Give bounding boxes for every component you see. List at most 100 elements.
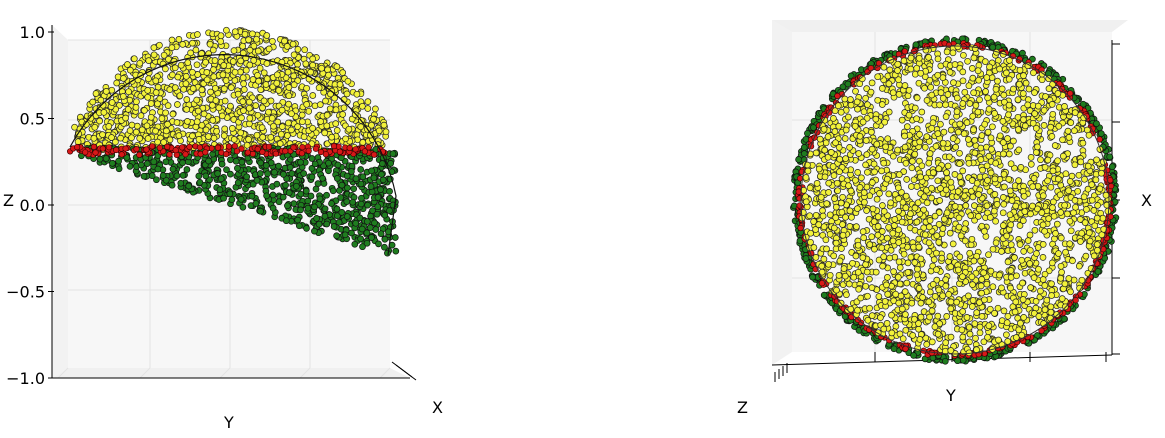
point-interior	[958, 326, 966, 334]
point-outer-edge	[820, 291, 828, 299]
point-lower-band	[303, 225, 310, 232]
point-interior	[1051, 235, 1058, 243]
point-interior	[900, 57, 908, 65]
point-upper-cap	[253, 35, 260, 43]
point-upper-cap	[246, 61, 254, 69]
point-interior	[1085, 131, 1093, 139]
point-interior	[977, 282, 985, 290]
point-boundary	[282, 148, 289, 155]
point-interior	[956, 160, 963, 167]
point-upper-cap	[359, 139, 367, 146]
point-lower-band	[352, 175, 360, 182]
point-boundary	[172, 147, 179, 154]
point-upper-cap	[339, 69, 347, 76]
top-wall-pane	[772, 20, 1128, 32]
point-interior	[1032, 149, 1040, 156]
point-upper-cap	[249, 76, 257, 83]
point-boundary	[202, 149, 209, 156]
point-boundary	[179, 144, 186, 151]
point-interior	[1081, 175, 1088, 183]
z-tick-label: 0.0	[20, 196, 45, 215]
point-interior	[965, 292, 972, 300]
point-interior	[946, 253, 954, 260]
point-interior	[973, 309, 981, 316]
point-interior	[921, 193, 928, 201]
point-lower-band	[386, 188, 393, 195]
point-lower-band	[279, 193, 287, 201]
point-lower-band	[312, 185, 320, 193]
point-interior	[916, 336, 924, 343]
point-lower-band	[381, 235, 389, 243]
point-interior	[928, 307, 936, 315]
point-upper-cap	[237, 129, 245, 137]
point-upper-cap	[217, 32, 225, 40]
point-interior	[908, 183, 915, 190]
point-lower-band	[263, 192, 270, 200]
point-upper-cap	[260, 97, 268, 105]
point-lower-band	[378, 171, 385, 178]
point-upper-cap	[144, 135, 152, 142]
point-interior	[837, 199, 845, 207]
point-lower-band	[237, 195, 245, 203]
point-lower-band	[387, 160, 395, 167]
point-upper-cap	[239, 98, 247, 105]
point-interior	[984, 333, 991, 341]
point-interior	[859, 228, 867, 235]
point-interior	[921, 143, 929, 151]
point-lower-band	[297, 206, 304, 214]
side-wall-pane	[772, 20, 792, 365]
point-interior	[1104, 207, 1112, 215]
point-lower-band	[391, 234, 399, 241]
point-interior	[931, 293, 939, 300]
point-upper-cap	[184, 118, 191, 125]
point-upper-cap	[243, 141, 251, 149]
point-lower-band	[143, 160, 151, 167]
point-upper-cap	[245, 104, 253, 112]
point-upper-cap	[193, 96, 201, 104]
point-outer-edge	[804, 130, 811, 137]
point-interior	[915, 243, 923, 251]
point-lower-band	[177, 179, 185, 187]
point-boundary	[336, 148, 344, 155]
point-interior	[901, 143, 909, 151]
point-upper-cap	[203, 76, 211, 84]
point-interior	[934, 177, 942, 185]
point-lower-band	[374, 194, 382, 201]
point-interior	[1067, 227, 1075, 235]
point-interior	[891, 216, 899, 223]
point-upper-cap	[249, 30, 256, 38]
point-outer-edge	[800, 144, 808, 151]
point-lower-band	[334, 161, 342, 169]
point-lower-band	[343, 198, 351, 205]
point-interior	[1058, 295, 1066, 302]
point-upper-cap	[176, 92, 184, 100]
point-interior	[956, 253, 964, 261]
point-upper-cap	[120, 75, 127, 82]
point-interior	[802, 174, 810, 181]
point-boundary	[322, 151, 330, 158]
point-interior	[813, 180, 821, 187]
point-interior	[820, 255, 828, 263]
point-interior	[1080, 193, 1088, 201]
point-interior	[849, 259, 856, 267]
point-upper-cap	[290, 72, 298, 80]
point-upper-cap	[253, 131, 261, 139]
point-interior	[860, 108, 868, 116]
point-interior	[915, 235, 923, 243]
point-interior	[884, 135, 892, 143]
point-interior	[880, 253, 888, 261]
point-interior	[1093, 214, 1101, 222]
point-interior	[934, 330, 942, 338]
point-lower-band	[377, 230, 385, 238]
point-interior	[1053, 311, 1061, 318]
point-lower-band	[329, 187, 337, 195]
point-interior	[992, 217, 999, 225]
point-upper-cap	[372, 105, 379, 113]
point-upper-cap	[166, 136, 174, 144]
point-interior	[866, 304, 873, 312]
point-upper-cap	[133, 98, 140, 106]
point-upper-cap	[267, 97, 275, 105]
point-interior	[999, 209, 1007, 217]
point-interior	[926, 150, 934, 157]
